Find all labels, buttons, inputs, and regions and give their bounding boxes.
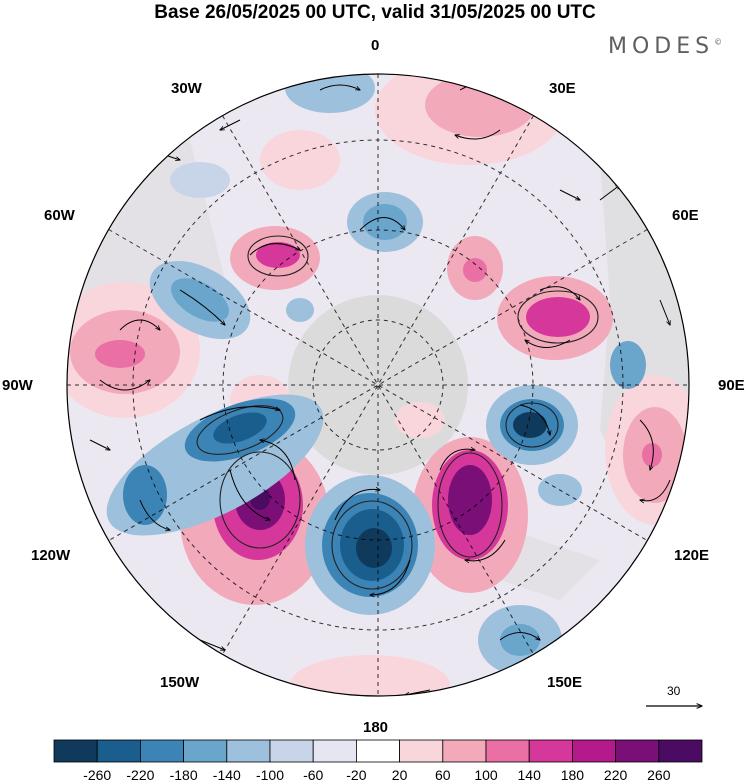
wind-scale-label: 30 xyxy=(667,684,681,698)
colorbar-swatch xyxy=(528,739,573,763)
anomaly-pos-top xyxy=(375,74,565,165)
colorbar-swatch xyxy=(269,739,314,763)
colorbar-swatch xyxy=(485,739,530,763)
colorbar-label: 20 xyxy=(391,767,408,783)
positive-anomalies xyxy=(67,74,689,696)
modes-logo: MODES© xyxy=(608,34,722,59)
anomaly-pos-west xyxy=(67,282,200,418)
colorbar-label: -140 xyxy=(212,767,241,783)
colorbar-label: 140 xyxy=(517,767,541,783)
colorbar-swatch xyxy=(96,739,141,763)
wind-vectors xyxy=(89,83,670,700)
map-boundary xyxy=(66,73,690,697)
lon-label-150e: 150E xyxy=(547,674,583,691)
anomaly-pos-inner-right xyxy=(447,236,503,300)
contours xyxy=(196,235,599,590)
colorbar-swatch xyxy=(183,739,228,763)
anomaly-neg-top xyxy=(285,74,375,113)
colorbar-label: -180 xyxy=(169,767,198,783)
colorbar xyxy=(53,739,703,763)
anomaly-field xyxy=(67,74,689,700)
anomaly-pos-lower-right xyxy=(412,437,528,593)
anomaly-neg-southeast xyxy=(478,605,562,675)
colorbar-swatch xyxy=(399,739,444,763)
anomaly-neg-west xyxy=(149,260,251,340)
colorbar-swatch xyxy=(355,739,400,763)
colorbar-label: -60 xyxy=(303,767,324,783)
colorbar-label: 100 xyxy=(474,767,498,783)
anomaly-pos-60e xyxy=(497,276,613,360)
colorbar-swatch xyxy=(658,739,703,763)
colorbar-label: -260 xyxy=(83,767,112,783)
anomaly-pos-inner-left xyxy=(230,226,320,290)
colorbar-label: -20 xyxy=(346,767,367,783)
brand-text: MODES xyxy=(608,34,715,59)
anomaly-pos-east xyxy=(605,375,689,525)
colorbar-label: -100 xyxy=(255,767,285,783)
colorbar-swatch xyxy=(312,739,357,763)
colorbar-label: -220 xyxy=(126,767,155,783)
colorbar-swatch xyxy=(226,739,271,763)
lon-label-180: 180 xyxy=(363,719,389,736)
anomaly-neg-inner xyxy=(347,192,423,252)
colorbar-label: 60 xyxy=(435,767,451,783)
colorbar-swatch xyxy=(53,739,98,763)
anomaly-neg-south xyxy=(305,475,435,615)
lon-label-30w: 30W xyxy=(171,80,202,97)
lon-label-90w: 90W xyxy=(2,377,33,394)
lon-label-60w: 60W xyxy=(44,207,75,224)
colorbar-swatch xyxy=(442,739,487,763)
colorbar-swatch xyxy=(139,739,184,763)
lon-label-150w: 150W xyxy=(160,674,200,691)
copyright-mark: © xyxy=(714,37,723,47)
lon-label-120w: 120W xyxy=(31,547,71,564)
anomaly-neg-east xyxy=(486,341,646,465)
colorbar-label: 220 xyxy=(603,767,628,783)
colorbar-label: 180 xyxy=(560,767,585,783)
colorbar-label: 260 xyxy=(647,767,671,783)
lon-label-0: 0 xyxy=(371,37,380,54)
negative-anomalies xyxy=(106,74,646,675)
lon-label-120e: 120E xyxy=(674,547,710,564)
lon-label-90e: 90E xyxy=(718,377,745,394)
colorbar-swatch xyxy=(615,739,660,763)
lon-label-30e: 30E xyxy=(549,80,576,97)
colorbar-swatch xyxy=(572,739,617,763)
lon-label-60e: 60E xyxy=(672,207,699,224)
graticule xyxy=(67,74,689,696)
map-title: Base 26/05/2025 00 UTC, valid 31/05/2025… xyxy=(154,2,596,23)
